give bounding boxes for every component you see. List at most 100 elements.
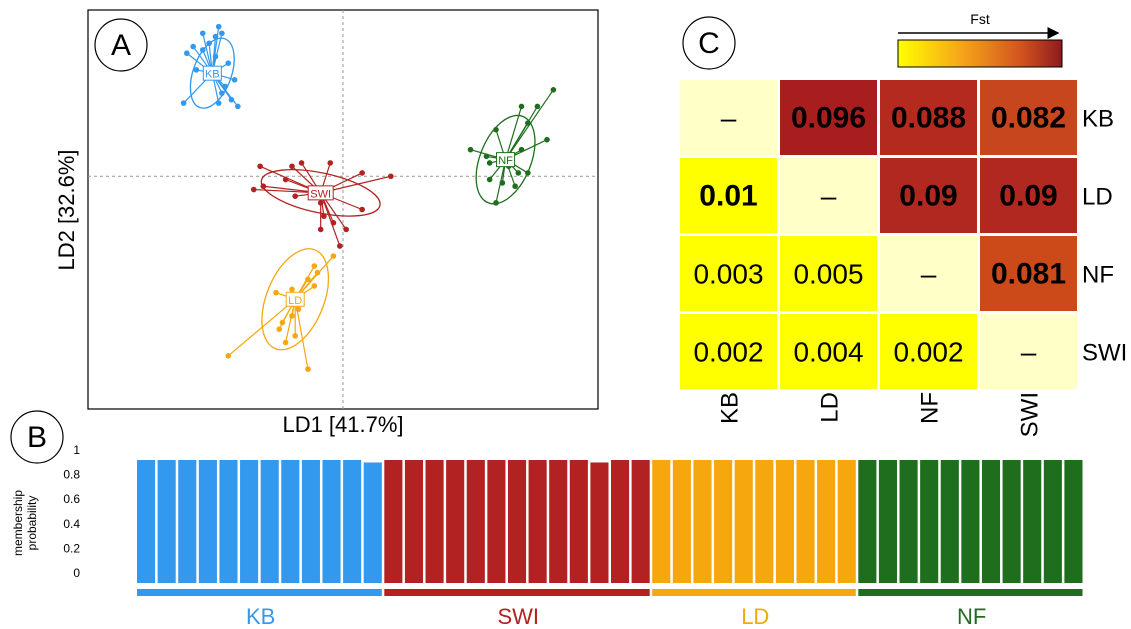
- heatmap-col-label-nf: NF: [917, 392, 944, 424]
- point-kb: [212, 53, 219, 60]
- membership-bar-kb: [137, 460, 156, 583]
- point-swi: [317, 200, 324, 206]
- point-ld: [289, 286, 295, 293]
- point-swi: [292, 193, 298, 199]
- point-ld: [292, 333, 298, 339]
- heatmap-cell-value: 0.081: [991, 258, 1066, 291]
- heatmap-row-label-nf: NF: [1082, 262, 1114, 289]
- heatmap-cell: [780, 314, 877, 389]
- heatmap-cell-value: 0.082: [991, 102, 1066, 135]
- series-nf: NF: [467, 87, 557, 206]
- heatmap-cell-value: –: [821, 181, 837, 212]
- point-ld: [311, 283, 318, 289]
- heatmap-cell: [780, 236, 877, 311]
- membership-bar-kb: [219, 460, 238, 583]
- panel-b: B membership probability 00.20.40.60.81 …: [10, 410, 1083, 629]
- panel-c-letter: C: [698, 27, 720, 60]
- heatmap-cell: [880, 314, 977, 389]
- group-bar-kb: [137, 589, 382, 596]
- point-nf: [550, 87, 557, 93]
- heatmap-cell: [880, 158, 977, 233]
- heatmap-cell: [780, 80, 877, 155]
- heatmap-col-labels: KB LD NF SWI: [717, 392, 1044, 437]
- membership-bar-swi: [549, 460, 568, 583]
- heatmap-cell: [980, 158, 1077, 233]
- heatmap-cell-value: 0.096: [791, 102, 866, 135]
- membership-bar-ld: [796, 460, 815, 583]
- point-swi: [298, 160, 305, 166]
- point-kb: [225, 60, 232, 66]
- membership-bar-nf: [981, 460, 1001, 583]
- heatmap-cell-value: 0.09: [999, 180, 1057, 213]
- heatmap-cell: [680, 158, 777, 233]
- membership-bar-nf: [858, 460, 877, 583]
- heatmap-cell-value: 0.01: [699, 180, 757, 213]
- heatmap-row-label-ld: LD: [1082, 184, 1113, 211]
- bar-marks: [137, 460, 1083, 583]
- heatmap-col-label-kb: KB: [717, 392, 744, 424]
- heatmap-cell-value: 0.09: [899, 180, 957, 213]
- group-bar-swi: [384, 589, 650, 596]
- scatter-marks: KB SWI LD NF: [180, 23, 557, 372]
- centroid-label-nf: NF: [498, 155, 513, 167]
- point-ld: [273, 289, 279, 296]
- group-label-kb: KB: [246, 604, 275, 629]
- membership-bar-ld: [672, 460, 691, 583]
- ellipse-swi: [260, 169, 381, 217]
- point-ld: [311, 263, 318, 269]
- panel-a: KB SWI LD NF LD1 [41.7%] LD2 [32.6%] A: [54, 9, 599, 437]
- b-ytick-label: 0.2: [63, 541, 80, 555]
- point-swi: [250, 186, 257, 193]
- heatmap-cell-value: –: [1021, 337, 1037, 368]
- ellipse-nf: [475, 114, 536, 205]
- membership-bar-swi: [507, 460, 527, 583]
- heatmap-cell-value: 0.004: [793, 337, 863, 368]
- point-swi: [337, 243, 343, 249]
- centroid-box-ld: [285, 291, 305, 307]
- heatmap-cell: [980, 236, 1077, 311]
- heatmap-cell: [880, 80, 977, 155]
- point-kb: [184, 50, 190, 57]
- point-swi: [327, 160, 334, 166]
- membership-bar-kb: [260, 460, 279, 583]
- group-label-swi: SWI: [497, 604, 539, 629]
- heatmap-cell-value: –: [721, 103, 737, 134]
- membership-bar-swi: [384, 460, 403, 583]
- heatmap-cell-value: 0.003: [693, 259, 763, 290]
- point-kb: [228, 96, 235, 103]
- point-kb: [235, 103, 241, 110]
- membership-bar-nf: [878, 460, 898, 583]
- membership-bar-nf: [1023, 460, 1042, 583]
- membership-bar-swi: [631, 460, 650, 583]
- point-ld: [279, 319, 286, 326]
- centroid-label-swi: SWI: [310, 188, 331, 200]
- heatmap-cell-value: –: [921, 259, 937, 290]
- heatmap-cell-value: 0.088: [891, 102, 966, 135]
- point-ld: [305, 276, 311, 283]
- point-nf: [515, 170, 522, 176]
- point-nf: [512, 183, 518, 190]
- x-axis-label: LD1 [41.7%]: [282, 412, 403, 437]
- heatmap-cell-value: 0.005: [793, 259, 863, 290]
- membership-bar-kb: [198, 460, 217, 583]
- panel-c-badge: [682, 16, 736, 70]
- b-ytick-label: 0.8: [63, 468, 80, 482]
- fst-legend-title: Fst: [970, 11, 990, 27]
- ellipse-kb: [189, 37, 235, 109]
- spoke-ld: [227, 298, 296, 357]
- b-ytick-label: 0.4: [63, 517, 80, 531]
- point-nf: [486, 176, 493, 183]
- membership-bar-nf: [961, 460, 980, 583]
- membership-bar-ld: [775, 460, 794, 583]
- point-ld: [289, 313, 295, 319]
- group-bar-nf: [858, 589, 1083, 596]
- heatmap-cell: [980, 80, 1077, 155]
- membership-bar-ld: [817, 460, 836, 583]
- b-ytick-label: 0.6: [63, 492, 80, 506]
- point-kb: [199, 30, 206, 37]
- panel-b-badge: [10, 410, 64, 464]
- membership-bar-nf: [940, 460, 959, 583]
- heatmap-row-labels: KB LD NF SWI: [1082, 106, 1127, 367]
- point-swi: [289, 163, 295, 170]
